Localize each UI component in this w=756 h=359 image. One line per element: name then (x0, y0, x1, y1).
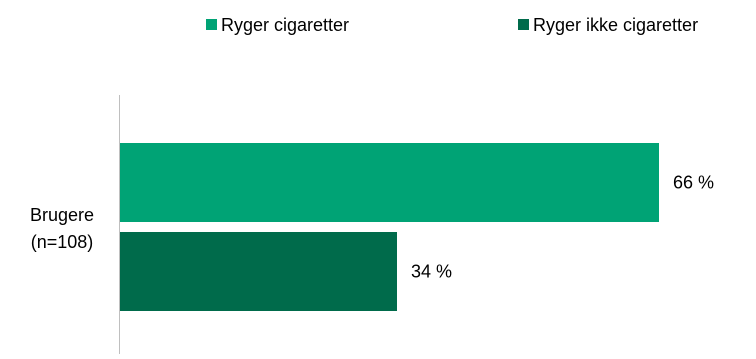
legend-swatch (518, 19, 529, 30)
category-label-line-1: Brugere (30, 205, 94, 225)
bars: 66 % 34 % (120, 143, 714, 311)
legend: Ryger cigaretter Ryger ikke cigaretter (206, 15, 698, 35)
legend-label: Ryger cigaretter (221, 15, 349, 35)
bar-ryger-cigaretter (120, 143, 659, 222)
bar-value-label: 34 % (411, 262, 452, 282)
category-tick-labels: Brugere (n=108) (30, 205, 94, 252)
legend-swatch (206, 19, 217, 30)
bar-ryger-ikke-cigaretter (120, 232, 397, 311)
bar-value-label: 66 % (673, 173, 714, 193)
category-label-line-2: (n=108) (31, 232, 94, 252)
legend-label: Ryger ikke cigaretter (533, 15, 698, 35)
